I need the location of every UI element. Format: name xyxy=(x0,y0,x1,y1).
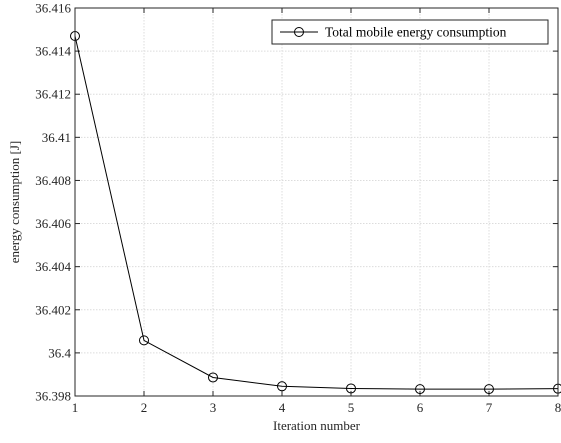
y-tick-label: 36.406 xyxy=(35,216,71,231)
x-axis-label: Iteration number xyxy=(273,418,361,433)
legend-entry-label: Total mobile energy consumption xyxy=(325,25,507,40)
data-point xyxy=(346,383,356,394)
x-tick-label: 2 xyxy=(141,400,148,415)
y-tick-label: 36.404 xyxy=(35,259,71,274)
y-tick-label: 36.4 xyxy=(48,345,71,360)
legend-marker-circle xyxy=(294,27,304,37)
series-line xyxy=(74,35,559,390)
x-tick-label: 5 xyxy=(348,400,355,415)
x-tick-label: 8 xyxy=(555,400,561,415)
y-tick-labels: 36.398 36.4 36.402 36.404 36.406 36.408 36.41 3… xyxy=(35,1,71,404)
plot-frame xyxy=(74,7,559,397)
data-point xyxy=(484,384,494,395)
legend: Total mobile energy consumption xyxy=(271,19,549,45)
y-tick-label: 36.416 xyxy=(35,1,71,16)
x-tick-labels: 1 2 3 4 5 6 7 8 xyxy=(72,400,561,415)
data-point xyxy=(415,384,425,395)
x-tick-label: 3 xyxy=(210,400,217,415)
data-point xyxy=(139,335,149,346)
y-tick-label: 36.41 xyxy=(42,130,71,145)
y-tick-label: 36.408 xyxy=(35,173,71,188)
x-tick-label: 4 xyxy=(279,400,286,415)
data-point xyxy=(277,381,287,392)
data-point xyxy=(208,372,218,383)
y-tick-label: 36.402 xyxy=(35,302,71,317)
y-tick-label: 36.398 xyxy=(35,389,71,404)
y-tick-label: 36.412 xyxy=(35,87,71,102)
y-axis-label: energy consumption [J] xyxy=(7,141,22,264)
x-tick-label: 6 xyxy=(417,400,424,415)
x-tick-label: 1 xyxy=(72,400,79,415)
x-tick-label: 7 xyxy=(486,400,493,415)
y-tick-label: 36.414 xyxy=(35,44,71,59)
